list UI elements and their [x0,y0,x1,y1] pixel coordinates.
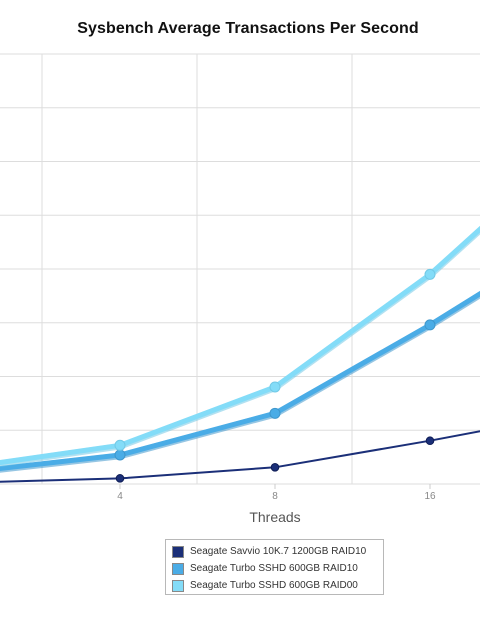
series-group [0,225,480,483]
legend-swatch-2 [172,579,184,592]
series-line [0,290,480,471]
data-point [269,407,281,419]
data-point [424,319,436,331]
data-point [425,436,435,446]
x-tick-labels: 4 8 16 [117,491,436,502]
data-point [269,381,281,393]
series-line-shadow [0,225,480,467]
legend-item-2: Seagate Turbo SSHD 600GB RAID00 [172,577,383,594]
grid [0,53,480,489]
series-line-shadow [0,291,480,473]
x-axis-title: Threads [249,509,301,525]
legend-swatch-0 [172,545,184,558]
legend-item-0: Seagate Savvio 10K.7 1200GB RAID10 [172,543,383,560]
legend-label-0: Seagate Savvio 10K.7 1200GB RAID10 [190,546,367,557]
data-point [270,463,280,472]
x-tick-label: 4 [117,491,123,502]
series-line [0,225,480,466]
legend-swatch-1 [172,562,184,575]
data-point [115,474,125,483]
legend-label-2: Seagate Turbo SSHD 600GB RAID00 [190,580,358,591]
legend-item-1: Seagate Turbo SSHD 600GB RAID10 [172,560,383,577]
x-tick-label: 16 [424,491,436,502]
x-tick-label: 8 [272,491,278,502]
data-point [424,268,436,280]
chart-title: Sysbench Average Transactions Per Second [77,20,419,37]
data-point [114,439,126,451]
data-point [114,449,126,461]
legend-label-1: Seagate Turbo SSHD 600GB RAID10 [190,563,358,574]
legend: Seagate Savvio 10K.7 1200GB RAID10 Seaga… [165,539,384,595]
